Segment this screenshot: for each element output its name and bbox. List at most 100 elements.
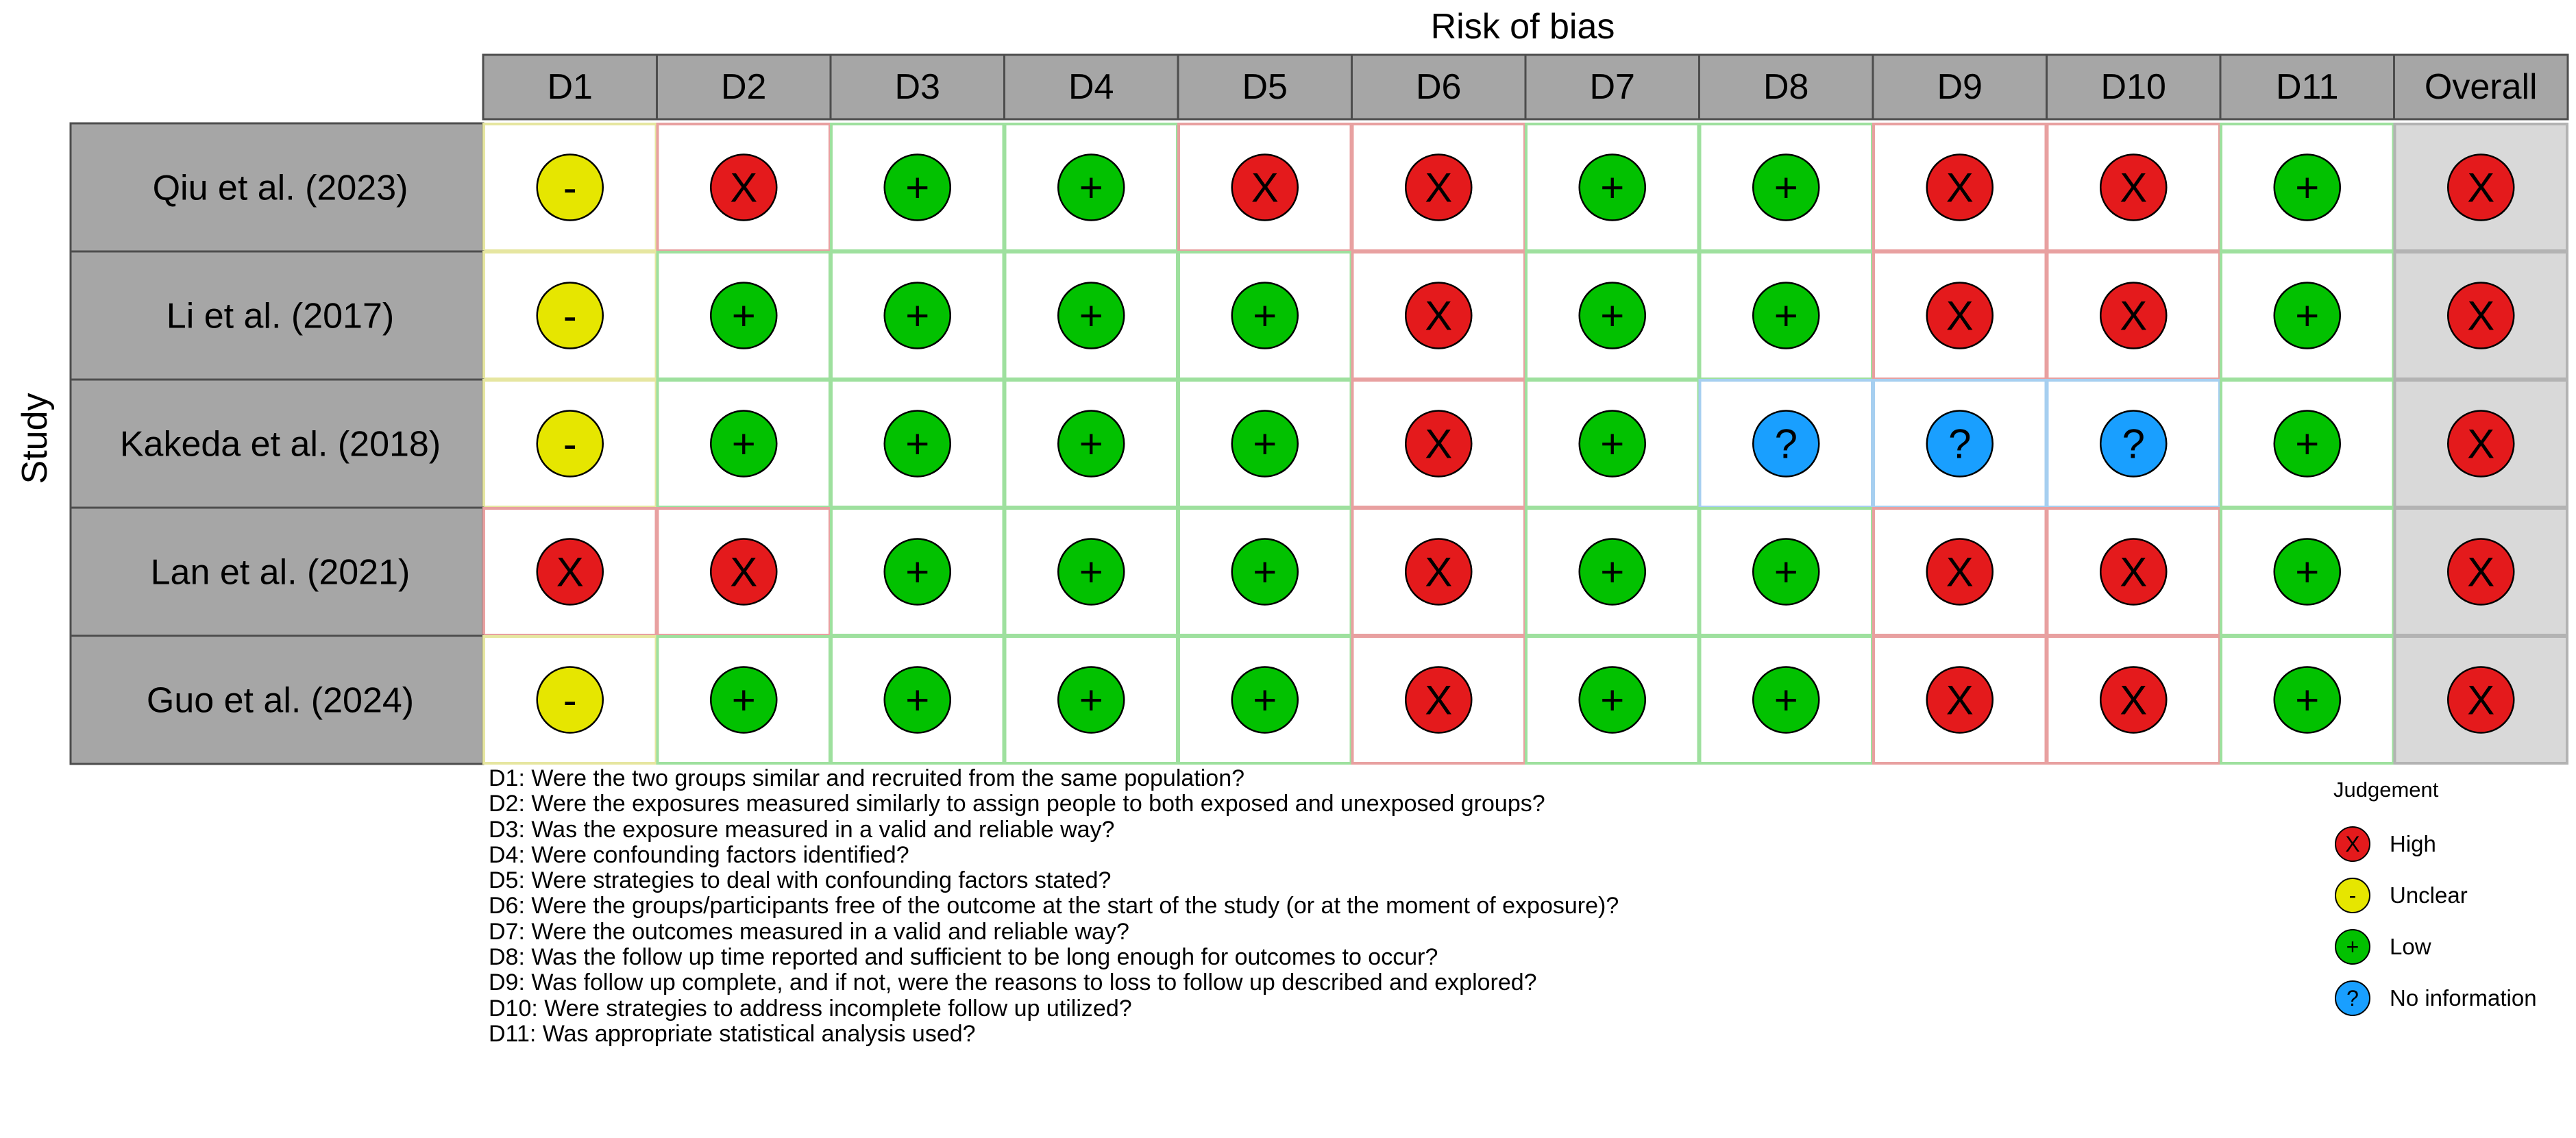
judgement-point-no-information <box>1926 410 1994 478</box>
domain-header-label: D10 <box>2101 67 2166 107</box>
judgement-cell <box>1525 123 1700 252</box>
judgement-point-high <box>2447 282 2515 349</box>
domain-header-label: D5 <box>1242 67 1288 107</box>
domain-header-cell <box>2219 53 2395 121</box>
legend-symbol: X <box>2345 832 2359 856</box>
domain-note: D2: Were the exposures measured similarl… <box>489 791 1545 817</box>
judgement-point-unclear <box>536 153 604 221</box>
judgement-point-high <box>2447 410 2515 478</box>
judgement-point-low <box>1057 282 1125 349</box>
judgement-point-low <box>1578 410 1646 478</box>
study-label: Lan et al. (2021) <box>151 553 410 593</box>
judgement-point-high <box>536 538 604 606</box>
judgement-point-low <box>1057 153 1125 221</box>
judgement-point-low <box>710 282 778 349</box>
judgement-point-high <box>1231 153 1299 221</box>
study-cell <box>69 634 484 765</box>
judgement-point-low <box>710 666 778 734</box>
judgement-symbol: X <box>1946 293 1974 339</box>
judgement-point-high <box>1926 666 1994 734</box>
judgement-symbol: + <box>1253 549 1277 595</box>
domain-header-cell <box>656 53 832 121</box>
judgement-symbol: + <box>1600 549 1624 595</box>
judgement-symbol: X <box>2467 421 2494 467</box>
judgement-point-high <box>2100 282 2168 349</box>
judgement-point-low <box>1057 538 1125 606</box>
study-label: Guo et al. (2024) <box>147 681 414 721</box>
judgement-point-low <box>2273 666 2341 734</box>
judgement-symbol: + <box>2295 165 2319 211</box>
domain-header-label: D7 <box>1590 67 1635 107</box>
judgement-point-low <box>883 282 951 349</box>
judgement-point-low <box>1231 282 1299 349</box>
judgement-symbol: - <box>563 421 577 467</box>
domain-header-cell <box>2393 53 2569 121</box>
judgement-point-high <box>710 153 778 221</box>
judgement-symbol: + <box>1079 165 1103 211</box>
judgement-symbol: X <box>2467 678 2494 723</box>
judgement-symbol: + <box>905 165 929 211</box>
judgement-point-low <box>1578 153 1646 221</box>
judgement-point-no-information <box>2100 410 2168 478</box>
domain-header-label: D8 <box>1763 67 1808 107</box>
judgement-symbol: X <box>1425 293 1452 339</box>
judgement-symbol: X <box>730 165 757 211</box>
legend-symbol: + <box>2346 935 2359 959</box>
judgement-symbol: + <box>1774 549 1798 595</box>
judgement-symbol: + <box>2295 421 2319 467</box>
legend-label: Unclear <box>2390 882 2468 908</box>
judgement-symbol: + <box>1774 293 1798 339</box>
legend-label: No information <box>2390 985 2537 1011</box>
judgement-cell <box>1525 507 1700 636</box>
domain-header-cell <box>1003 53 1179 121</box>
judgement-point-low <box>1578 282 1646 349</box>
judgement-point-high <box>2100 538 2168 606</box>
study-cell <box>69 378 484 509</box>
judgement-point-low <box>883 666 951 734</box>
judgement-point-high <box>1405 538 1473 606</box>
judgement-point-low <box>1752 153 1820 221</box>
judgement-point-low <box>710 410 778 478</box>
judgement-point-high <box>1405 410 1473 478</box>
judgement-symbol: X <box>1946 165 1974 211</box>
judgement-symbol: ? <box>1775 421 1798 467</box>
judgement-symbol: X <box>2467 165 2494 211</box>
chart-title: Risk of bias <box>1431 7 1615 47</box>
judgement-symbol: + <box>1079 549 1103 595</box>
domain-header-cell <box>1698 53 1874 121</box>
judgement-point-high <box>2100 153 2168 221</box>
judgement-symbol: + <box>905 549 929 595</box>
domain-header-label: D6 <box>1416 67 1461 107</box>
judgement-symbol: + <box>1079 421 1103 467</box>
judgement-symbol: - <box>563 165 577 211</box>
domain-header-label: D11 <box>2276 67 2339 107</box>
judgement-point-low <box>1578 666 1646 734</box>
judgement-symbol: X <box>730 549 757 595</box>
study-cell <box>69 506 484 637</box>
y-axis-label: Study <box>15 393 55 484</box>
legend-swatch <box>2335 980 2370 1016</box>
study-label: Kakeda et al. (2018) <box>120 425 441 465</box>
judgement-point-low <box>883 153 951 221</box>
domain-note: D9: Was follow up complete, and if not, … <box>489 969 1537 996</box>
judgement-point-low <box>1231 538 1299 606</box>
judgement-point-unclear <box>536 410 604 478</box>
judgement-symbol: ? <box>2122 421 2145 467</box>
judgement-symbol: - <box>563 293 577 339</box>
judgement-point-low <box>1231 666 1299 734</box>
domain-header-label: D9 <box>1937 67 1983 107</box>
domain-note: D1: Were the two groups similar and recr… <box>489 765 1245 791</box>
judgement-symbol: X <box>2467 549 2494 595</box>
judgement-point-high <box>1926 538 1994 606</box>
study-label: Qiu et al. (2023) <box>153 169 408 208</box>
judgement-symbol: + <box>1774 678 1798 723</box>
judgement-symbol: + <box>1600 421 1624 467</box>
judgement-point-low <box>1752 282 1820 349</box>
judgement-point-low <box>1057 410 1125 478</box>
judgement-symbol: X <box>1425 678 1452 723</box>
judgement-symbol: + <box>732 678 756 723</box>
domain-notes: D1: Were the two groups similar and recr… <box>489 765 1619 1047</box>
domain-header-cell <box>1524 53 1700 121</box>
judgement-symbol: X <box>2120 678 2147 723</box>
